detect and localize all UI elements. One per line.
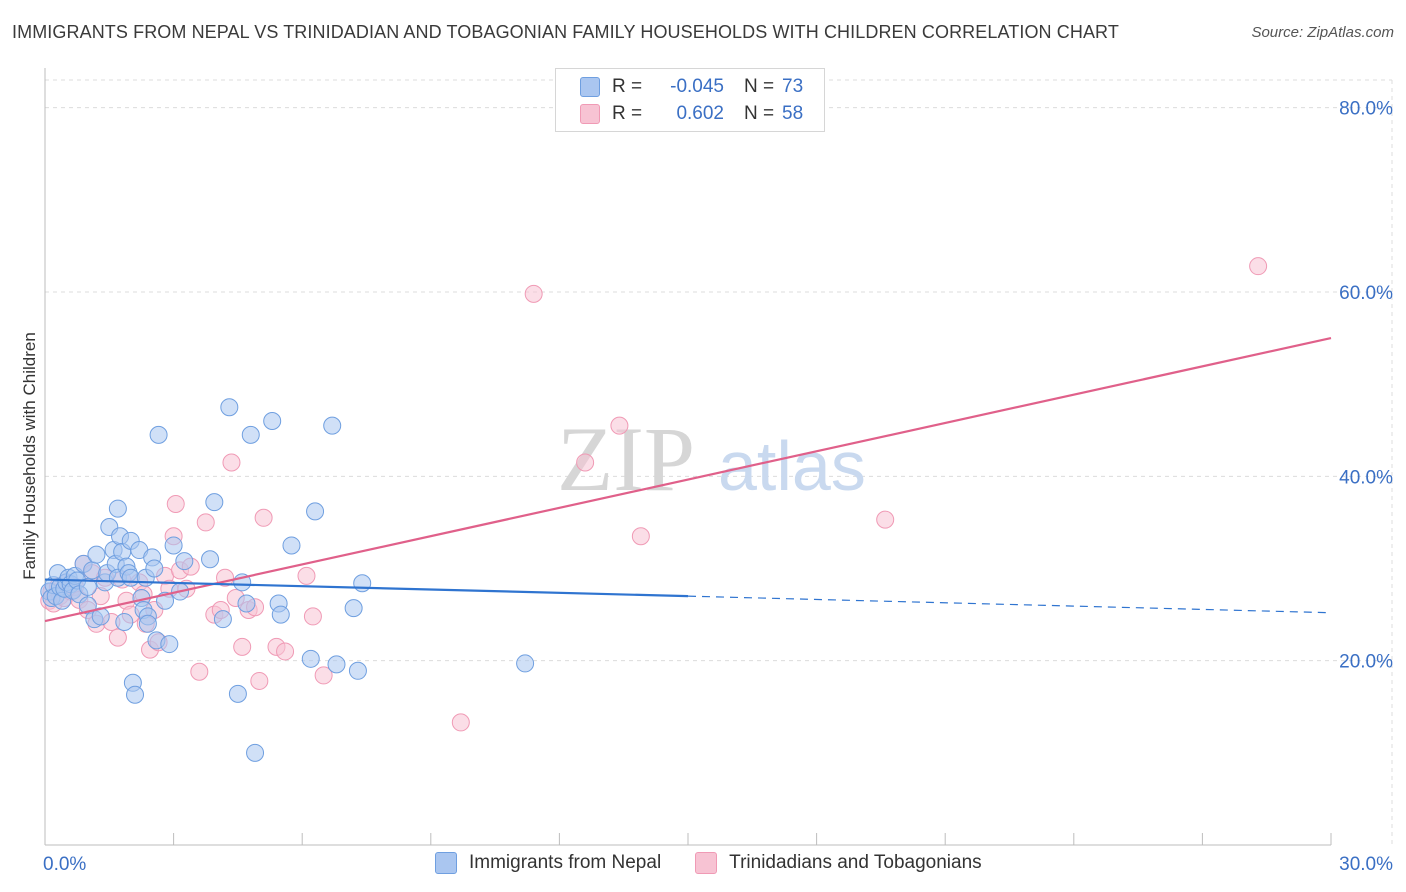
legend-r-label: R = <box>612 76 643 97</box>
nepal-point <box>220 398 239 417</box>
legend-item-trinidad: Trinidadians and Tobagonians <box>695 852 982 874</box>
nepal-point <box>164 536 183 555</box>
trinidad-point <box>314 666 333 685</box>
y-axis-label: Family Households with Children <box>20 332 39 580</box>
trinidad-point <box>254 508 273 527</box>
legend-n-label: N = <box>744 76 775 97</box>
nepal-point <box>115 612 134 631</box>
legend-r-label: R = <box>612 103 643 124</box>
trinidad-point <box>576 453 595 472</box>
legend-r-value: -0.045 <box>670 76 724 97</box>
nepal-point <box>237 594 256 613</box>
trinidad-point <box>1249 257 1268 276</box>
trinidad-point <box>196 513 215 532</box>
y-tick-label: 80.0% <box>1339 99 1393 120</box>
legend-row-nepal: R = -0.045 N = 73 <box>580 73 803 101</box>
nepal-point <box>353 574 372 593</box>
nepal-point <box>78 577 97 596</box>
nepal-point <box>282 536 301 555</box>
nepal-point <box>145 559 164 578</box>
nepal-point <box>301 649 320 668</box>
series-legend: Immigrants from Nepal Trinidadians and T… <box>435 852 1016 874</box>
nepal-point <box>344 599 363 618</box>
legend-n-value: 58 <box>782 103 804 124</box>
trinidad-point <box>166 494 185 513</box>
nepal-point <box>228 684 247 703</box>
nepal-point <box>121 568 140 587</box>
trinidad-point <box>610 416 629 435</box>
y-tick-label: 20.0% <box>1339 652 1393 673</box>
legend-swatch-nepal <box>435 852 457 874</box>
nepal-point <box>516 654 535 673</box>
trinidad-point <box>222 453 241 472</box>
nepal-point <box>201 550 220 569</box>
trinidad-point <box>297 566 316 585</box>
nepal-point <box>175 552 194 571</box>
correlation-legend: R = -0.045 N = 73 R = 0.602 N = 58 <box>555 68 825 132</box>
trinidad-point <box>190 662 209 681</box>
nepal-trend-line <box>44 578 689 598</box>
trinidad-trend-line <box>44 336 1332 623</box>
legend-swatch-nepal <box>580 77 600 97</box>
legend-label-nepal: Immigrants from Nepal <box>469 852 662 873</box>
nepal-point <box>138 614 157 633</box>
legend-row-trinidad: R = 0.602 N = 58 <box>580 100 803 128</box>
legend-label-trinidad: Trinidadians and Tobagonians <box>729 852 982 873</box>
nepal-point <box>108 499 127 518</box>
watermark-atlas: atlas <box>718 427 866 505</box>
trinidad-point <box>108 628 127 647</box>
trinidad-point <box>233 637 252 656</box>
nepal-point <box>83 561 102 580</box>
trend-lines <box>44 336 1332 623</box>
tick-labels: 20.0% 40.0% 60.0% 80.0% 0.0% 30.0% <box>43 99 1393 875</box>
trinidad-point <box>276 642 295 661</box>
legend-r-value: 0.602 <box>676 103 724 124</box>
source-credit: Source: ZipAtlas.com <box>1251 24 1394 41</box>
trinidad-point <box>250 671 269 690</box>
nepal-points <box>40 398 535 762</box>
legend-swatch-trinidad <box>580 104 600 124</box>
trinidad-point <box>451 713 470 732</box>
nepal-point <box>327 655 346 674</box>
nepal-point <box>263 412 282 431</box>
trinidad-point <box>876 510 895 529</box>
nepal-point <box>126 685 145 704</box>
legend-swatch-trinidad <box>695 852 718 874</box>
nepal-point <box>271 605 290 624</box>
nepal-point <box>87 545 106 564</box>
x-tick-label: 0.0% <box>43 854 86 875</box>
trinidad-point <box>524 284 543 303</box>
nepal-point <box>241 425 260 444</box>
nepal-point <box>246 743 265 762</box>
y-tick-label: 60.0% <box>1339 283 1393 304</box>
nepal-point <box>205 493 224 512</box>
nepal-point <box>149 425 168 444</box>
nepal-point <box>306 502 325 521</box>
trinidad-point <box>303 607 322 626</box>
legend-n-value: 73 <box>782 76 804 97</box>
chart-title: IMMIGRANTS FROM NEPAL VS TRINIDADIAN AND… <box>12 22 1119 42</box>
nepal-point <box>213 610 232 629</box>
y-tick-label: 40.0% <box>1339 467 1393 488</box>
legend-item-nepal: Immigrants from Nepal <box>435 852 661 874</box>
nepal-point <box>348 661 367 680</box>
nepal-trend-extension <box>687 595 1332 614</box>
nepal-point <box>160 635 179 654</box>
watermark: ZIP atlas <box>557 408 866 510</box>
x-tick-label: 30.0% <box>1339 854 1393 875</box>
axes <box>44 68 1332 846</box>
trinidad-point <box>631 527 650 546</box>
nepal-point <box>323 416 342 435</box>
legend-n-label: N = <box>744 103 775 124</box>
